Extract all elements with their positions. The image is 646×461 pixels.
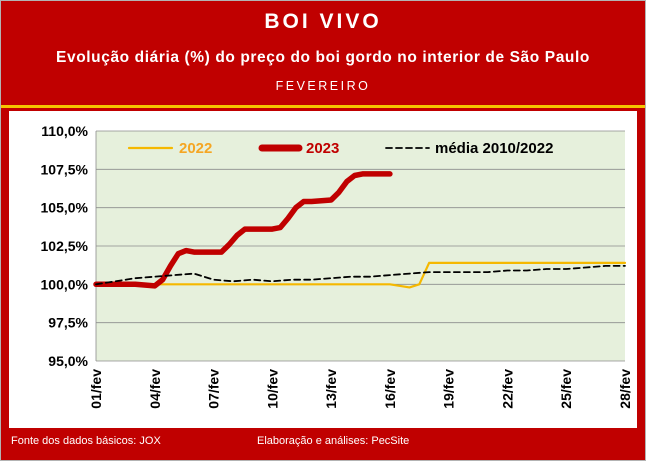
- y-tick-label: 107,5%: [41, 161, 89, 177]
- y-tick-label: 100,0%: [41, 276, 89, 292]
- credit-note: Elaboração e análises: PecSite: [257, 435, 410, 447]
- x-tick-label: 04/fev: [147, 369, 163, 409]
- x-tick-label: 10/fev: [264, 369, 280, 409]
- x-tick-label: 01/fev: [88, 369, 104, 409]
- series-line-2: [93, 171, 393, 289]
- x-tick-label: 25/fev: [558, 369, 574, 409]
- series-line-3: [95, 264, 626, 286]
- legend-label: 2022: [179, 140, 212, 157]
- legend-label: média 2010/2022: [435, 140, 553, 157]
- x-tick-label: 13/fev: [323, 369, 339, 409]
- source-note: Fonte dos dados básicos: JOX: [11, 435, 161, 447]
- y-tick-label: 105,0%: [41, 200, 89, 216]
- x-tick-label: 22/fev: [499, 369, 515, 409]
- chart-title: BOI VIVO: [264, 10, 382, 33]
- header-banner: BOI VIVO Evolução diária (%) do preço do…: [1, 1, 645, 105]
- x-tick-label: 07/fev: [206, 369, 222, 409]
- x-tick-label: 19/fev: [441, 369, 457, 409]
- chart-subtitle: Evolução diária (%) do preço do boi gord…: [56, 49, 590, 66]
- line-chart: 95,0% 97,5% 100,0% 102,5% 105,0% 107,5% 110,0%…: [41, 123, 633, 409]
- month-label: FEVEREIRO: [275, 79, 371, 93]
- y-tick-label: 97,5%: [48, 315, 88, 331]
- legend-label: 2023: [306, 140, 339, 157]
- x-tick-label: 28/fev: [617, 369, 633, 409]
- y-tick-label: 102,5%: [41, 238, 89, 254]
- decorative-stripe: [1, 105, 645, 108]
- x-tick-label: 16/fev: [382, 369, 398, 409]
- series-line-1: [94, 261, 627, 289]
- y-tick-label: 110,0%: [41, 123, 88, 139]
- chart-panel: 95,0% 97,5% 100,0% 102,5% 105,0% 107,5% 110,0%…: [9, 111, 637, 428]
- footer: Fonte dos dados básicos: JOX Elaboração …: [1, 431, 645, 460]
- y-tick-label: 95,0%: [48, 353, 88, 369]
